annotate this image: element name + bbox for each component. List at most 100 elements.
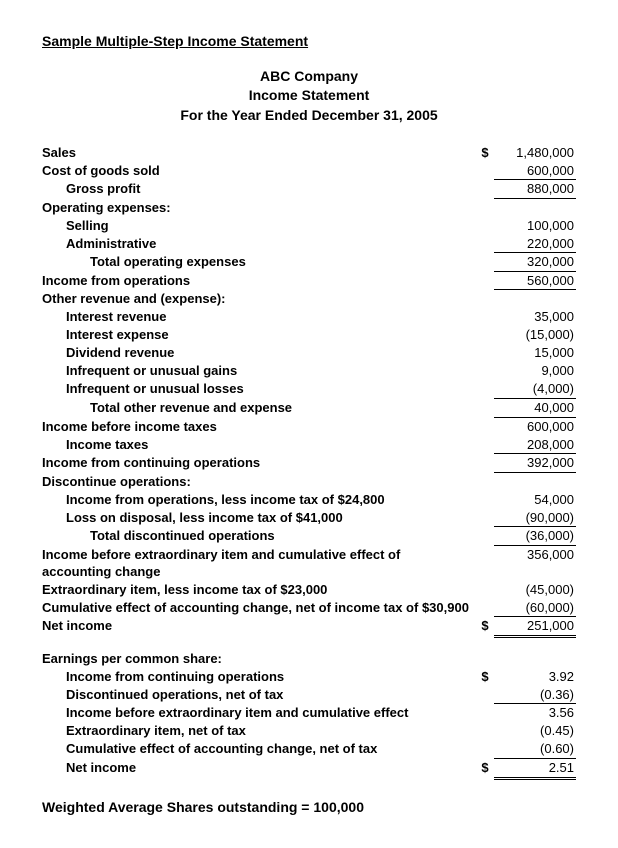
amount-cell: 600,000 (494, 162, 576, 181)
amount-cell: 251,000 (494, 617, 576, 638)
amount-cell: 54,000 (494, 491, 576, 509)
amount-cell: (0.36) (494, 686, 576, 705)
amount-cell: (45,000) (494, 581, 576, 599)
income-statement-body: Sales$1,480,000Cost of goods sold600,000… (42, 144, 576, 638)
statement-name: Income Statement (42, 86, 576, 106)
line-label: Income before extraordinary item and cum… (42, 704, 476, 722)
line-label: Administrative (42, 235, 476, 253)
line-label: Selling (42, 217, 476, 235)
line-item: Income before extraordinary item and cum… (42, 704, 576, 722)
line-item: Cost of goods sold 600,000 (42, 162, 576, 181)
amount-cell: 40,000 (494, 399, 576, 418)
line-label: Interest expense (42, 326, 476, 344)
line-label: Gross profit (42, 180, 476, 198)
line-label: Total other revenue and expense (42, 399, 476, 417)
line-item: Selling 100,000 (42, 217, 576, 235)
line-item: Total other revenue and expense 40,000 (42, 399, 576, 418)
line-label: Total operating expenses (42, 253, 476, 271)
line-item: Income before income taxes 600,000 (42, 418, 576, 436)
line-item: Income taxes 208,000 (42, 436, 576, 455)
eps-heading: Earnings per common share: (42, 650, 476, 668)
line-label: Operating expenses: (42, 199, 476, 217)
eps-heading-row: Earnings per common share: (42, 650, 576, 668)
line-label: Total discontinued operations (42, 527, 476, 545)
line-item: Administrative 220,000 (42, 235, 576, 254)
document-title: Sample Multiple-Step Income Statement (42, 32, 576, 51)
period: For the Year Ended December 31, 2005 (42, 106, 576, 126)
line-label: Dividend revenue (42, 344, 476, 362)
amount-cell: 35,000 (494, 308, 576, 326)
line-label: Loss on disposal, less income tax of $41… (42, 509, 476, 527)
amount-cell: 3.92 (494, 668, 576, 686)
line-label: Income from operations (42, 272, 476, 290)
line-label: Income before income taxes (42, 418, 476, 436)
line-item: Extraordinary item, net of tax (0.45) (42, 722, 576, 740)
line-item: Income from continuing operations$3.92 (42, 668, 576, 686)
line-label: Infrequent or unusual gains (42, 362, 476, 380)
amount-cell: 356,000 (494, 546, 576, 564)
amount-cell: (90,000) (494, 509, 576, 528)
line-item: Operating expenses: (42, 199, 576, 217)
company-name: ABC Company (42, 67, 576, 87)
line-label: Extraordinary item, less income tax of $… (42, 581, 476, 599)
line-label: Cumulative effect of accounting change, … (42, 740, 476, 758)
line-item: Extraordinary item, less income tax of $… (42, 581, 576, 599)
amount-cell: (0.60) (494, 740, 576, 759)
line-label: Cumulative effect of accounting change, … (42, 599, 476, 617)
eps-body: Income from continuing operations$3.92Di… (42, 668, 576, 780)
document-header: ABC Company Income Statement For the Yea… (42, 67, 576, 126)
amount-cell: 600,000 (494, 418, 576, 436)
amount-cell: 1,480,000 (494, 144, 576, 162)
line-item: Cumulative effect of accounting change, … (42, 740, 576, 759)
line-item: Dividend revenue 15,000 (42, 344, 576, 362)
amount-cell: (0.45) (494, 722, 576, 740)
line-item: Infrequent or unusual gains 9,000 (42, 362, 576, 380)
line-label: Other revenue and (expense): (42, 290, 476, 308)
amount-cell: 880,000 (494, 180, 576, 199)
amount-cell: 208,000 (494, 436, 576, 455)
line-item: Income from operations, less income tax … (42, 491, 576, 509)
amount-cell: 3.56 (494, 704, 576, 722)
amount-cell: (36,000) (494, 527, 576, 546)
line-item: Interest revenue 35,000 (42, 308, 576, 326)
line-item: Income from operations560,000 (42, 272, 576, 291)
line-label: Net income (42, 617, 476, 635)
line-item: Total operating expenses 320,000 (42, 253, 576, 272)
line-label: Sales (42, 144, 476, 162)
amount-cell: 15,000 (494, 344, 576, 362)
line-label: Discontinue operations: (42, 473, 476, 491)
line-label: Income from operations, less income tax … (42, 491, 476, 509)
line-label: Cost of goods sold (42, 162, 476, 180)
line-item: Income before extraordinary item and cum… (42, 546, 576, 581)
currency-symbol: $ (476, 144, 494, 162)
line-item: Loss on disposal, less income tax of $41… (42, 509, 576, 528)
line-label: Income before extraordinary item and cum… (42, 546, 476, 581)
line-label: Interest revenue (42, 308, 476, 326)
line-item: Net income$2.51 (42, 759, 576, 780)
line-label: Income from continuing operations (42, 668, 476, 686)
line-item: Other revenue and (expense): (42, 290, 576, 308)
line-item: Net income$251,000 (42, 617, 576, 638)
line-item: Income from continuing operations392,000 (42, 454, 576, 473)
line-item: Infrequent or unusual losses(4,000) (42, 380, 576, 399)
line-label: Extraordinary item, net of tax (42, 722, 476, 740)
line-label: Discontinued operations, net of tax (42, 686, 476, 704)
amount-cell: (15,000) (494, 326, 576, 344)
amount-cell: 320,000 (494, 253, 576, 272)
line-item: Cumulative effect of accounting change, … (42, 599, 576, 618)
amount-cell: (4,000) (494, 380, 576, 399)
amount-cell: 9,000 (494, 362, 576, 380)
line-item: Interest expense (15,000) (42, 326, 576, 344)
line-label: Income from continuing operations (42, 454, 476, 472)
footer-note: Weighted Average Shares outstanding = 10… (42, 798, 576, 817)
amount-cell: 100,000 (494, 217, 576, 235)
line-label: Income taxes (42, 436, 476, 454)
currency-symbol: $ (476, 617, 494, 635)
amount-cell: 220,000 (494, 235, 576, 254)
line-item: Gross profit 880,000 (42, 180, 576, 199)
line-item: Total discontinued operations (36,000) (42, 527, 576, 546)
currency-symbol: $ (476, 668, 494, 686)
line-label: Net income (42, 759, 476, 777)
currency-symbol: $ (476, 759, 494, 777)
amount-cell: (60,000) (494, 599, 576, 618)
